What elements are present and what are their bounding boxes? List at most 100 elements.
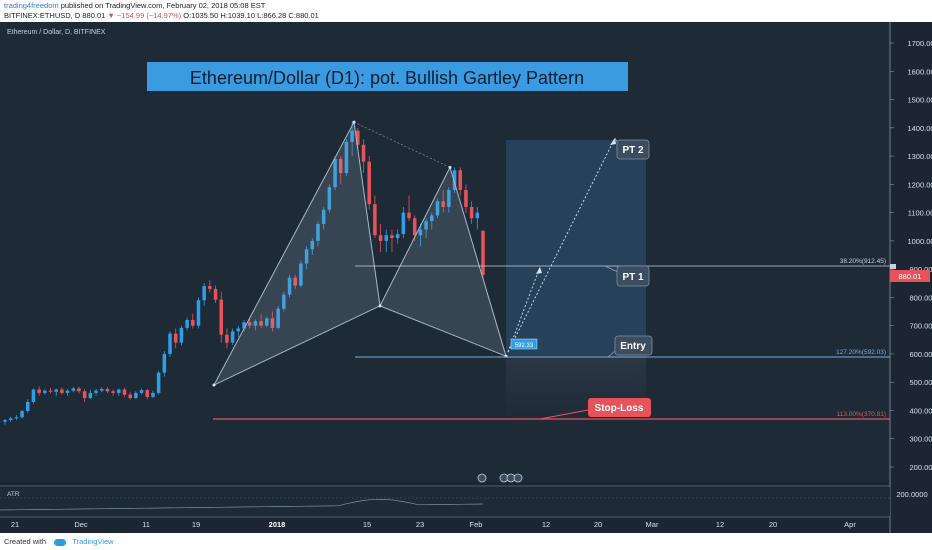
- candle-body: [31, 389, 36, 402]
- candle-body: [8, 418, 13, 421]
- publish-header: trading4freedom published on TradingView…: [0, 0, 932, 22]
- candle-body: [94, 390, 98, 393]
- pattern-diagonal: [213, 305, 381, 386]
- chart-title: Ethereum/Dollar (D1): pot. Bullish Gartl…: [190, 68, 584, 88]
- candle-body: [469, 206, 474, 219]
- candle-body: [293, 277, 297, 286]
- candle-body: [264, 318, 269, 326]
- time-tick-label: Feb: [470, 520, 483, 529]
- price-tick-label: 1600.00: [907, 67, 932, 76]
- svg-text:880.01: 880.01: [899, 272, 922, 281]
- pt1-label: PT 1: [622, 272, 644, 283]
- candle-body: [356, 130, 360, 145]
- candle-body: [253, 321, 258, 326]
- candle-body: [452, 170, 457, 190]
- candle-body: [105, 388, 110, 392]
- candle-body: [327, 187, 332, 210]
- pattern-diagonal: [379, 305, 507, 357]
- candle-body: [430, 215, 434, 222]
- candle-body: [418, 229, 423, 236]
- chart-title-box: Ethereum/Dollar (D1): pot. Bullish Gartl…: [147, 62, 628, 91]
- callout-entry[interactable]: Entry: [614, 335, 653, 356]
- time-axis[interactable]: 21 Dec 11 19 2018 15 23 Feb 12 20 Mar 12 20 Apr: [11, 520, 857, 529]
- candle-body: [247, 322, 252, 326]
- candle-body: [475, 212, 480, 219]
- candle-body: [299, 263, 303, 286]
- author-link[interactable]: trading4freedom: [4, 1, 59, 10]
- footer: Created with TradingView: [0, 533, 932, 550]
- candle-body: [310, 240, 315, 250]
- time-tick-label: 12: [716, 520, 724, 529]
- candle-body: [350, 130, 354, 142]
- candle-body: [373, 204, 377, 236]
- candle-body: [304, 249, 309, 264]
- high-value: H:1039.10: [220, 11, 255, 20]
- pattern-point: [378, 304, 382, 308]
- candle-body: [213, 288, 218, 300]
- price-tick-label: 1700.00: [907, 39, 932, 48]
- fib-label-1272: 127.20%(592.03): [836, 349, 886, 356]
- candle-body: [37, 389, 41, 393]
- candle-body: [458, 170, 463, 190]
- candle-body: [128, 394, 132, 399]
- brand-link[interactable]: TradingView: [72, 537, 114, 546]
- candle-body: [338, 158, 343, 174]
- callout-stop-loss[interactable]: Stop-Loss: [588, 398, 651, 417]
- candle-body: [139, 390, 144, 393]
- callout-pt2[interactable]: PT 2: [616, 139, 650, 160]
- candle-body: [378, 235, 383, 241]
- candle-body: [134, 392, 138, 399]
- candle-body: [77, 388, 81, 392]
- price-chart[interactable]: 38.20%(912.45) 127.20%(592.03) 113.00%(3…: [0, 22, 932, 533]
- candle-body: [361, 144, 366, 162]
- candle-body: [242, 322, 246, 329]
- event-icons[interactable]: [477, 473, 523, 483]
- candle-body: [481, 230, 485, 275]
- flag-icon: [513, 473, 523, 483]
- candle-body: [424, 221, 428, 230]
- atr-value: 200.0000: [896, 490, 927, 499]
- time-tick-label: 20: [769, 520, 777, 529]
- candle-body: [407, 212, 411, 219]
- candle-body: [202, 286, 206, 301]
- candle-body: [117, 389, 121, 393]
- time-tick-label: 21: [11, 520, 19, 529]
- candle-body: [367, 161, 371, 205]
- chart-area[interactable]: 38.20%(912.45) 127.20%(592.03) 113.00%(3…: [0, 22, 932, 533]
- candle-body: [48, 390, 53, 392]
- time-tick-label: 2018: [269, 520, 286, 529]
- svg-text:592.33: 592.33: [515, 343, 534, 349]
- candle-body: [71, 388, 76, 391]
- price-tick-label: 900.00: [910, 265, 932, 274]
- time-tick-label: 12: [542, 520, 550, 529]
- open-value: O:1035.50: [183, 11, 219, 20]
- time-tick-label: 11: [142, 520, 150, 529]
- pattern-point: [352, 120, 356, 124]
- candle-body: [156, 372, 161, 393]
- candle-body: [54, 389, 58, 392]
- atr-line: [0, 498, 484, 511]
- close-value: C:880.01: [288, 11, 319, 20]
- time-tick-label: Apr: [844, 520, 856, 529]
- candle-body: [270, 318, 275, 328]
- level-marker: [890, 264, 896, 269]
- pattern-point: [212, 383, 216, 387]
- current-price-badge: 880.01: [890, 270, 930, 282]
- fib-label-382: 38.20%(912.45): [840, 258, 886, 265]
- candle-body: [236, 328, 241, 332]
- callout-pt1[interactable]: PT 1: [616, 265, 650, 287]
- candle-body: [88, 392, 93, 399]
- pattern-triangle-bcd: [379, 166, 507, 358]
- candle-body: [390, 235, 394, 239]
- candles-layer: [3, 122, 485, 425]
- candle-body: [65, 390, 70, 393]
- flag-icon: [477, 473, 487, 483]
- time-tick-label: Dec: [74, 520, 88, 529]
- time-tick-label: 19: [192, 520, 200, 529]
- price-tick-label: 1200.00: [907, 180, 932, 189]
- symbol-label: Ethereum / Dollar, D, BITFINEX: [7, 29, 106, 36]
- entry-label: Entry: [620, 341, 646, 352]
- candle-body: [219, 299, 224, 335]
- candle-body: [230, 331, 235, 343]
- candle-body: [384, 235, 389, 241]
